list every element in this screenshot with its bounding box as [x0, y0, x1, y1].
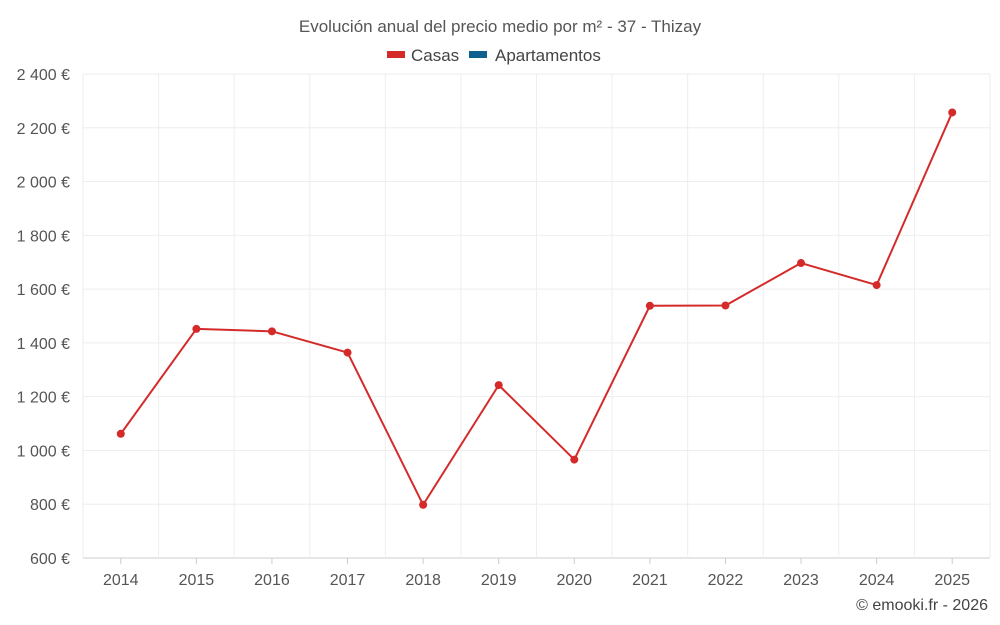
data-point[interactable]	[267, 327, 276, 336]
x-tick-label: 2021	[632, 572, 668, 589]
data-point[interactable]	[948, 108, 957, 117]
data-point[interactable]	[797, 259, 806, 268]
y-tick-label: 2 400 €	[17, 67, 70, 84]
chart-title: Evolución anual del precio medio por m² …	[299, 17, 702, 36]
data-point[interactable]	[645, 301, 654, 310]
legend-swatch-casas	[387, 51, 405, 58]
x-tick-label: 2016	[254, 572, 290, 589]
data-point[interactable]	[343, 348, 352, 357]
gridlines	[82, 73, 991, 559]
data-point[interactable]	[872, 281, 881, 290]
y-tick-label: 1 600 €	[17, 282, 70, 299]
y-tick-label: 2 200 €	[17, 121, 70, 138]
y-tick-label: 1 800 €	[17, 228, 70, 245]
legend-swatch-apartamentos	[469, 51, 487, 58]
x-tick-label: 2025	[934, 572, 970, 589]
x-tick-label: 2019	[481, 572, 517, 589]
data-point[interactable]	[419, 500, 428, 509]
x-tick-label: 2024	[859, 572, 895, 589]
data-point[interactable]	[494, 381, 503, 390]
data-point[interactable]	[721, 301, 730, 310]
y-axis: 600 € 800 € 1 000 € 1 200 € 1 400 € 1 600 € 1 …	[17, 67, 70, 568]
data-point[interactable]	[192, 324, 201, 333]
x-tick-label: 2017	[330, 572, 366, 589]
credit-text: © emooki.fr - 2026	[856, 597, 988, 614]
x-axis: 2014 2015 2016 2017 2018 2019 2020 2021 2022 2023…	[103, 558, 970, 589]
legend-item-casas[interactable]: Casas	[387, 46, 459, 65]
legend-label-casas: Casas	[411, 46, 459, 65]
data-point[interactable]	[570, 455, 579, 464]
y-tick-label: 800 €	[30, 497, 70, 514]
x-tick-label: 2015	[179, 572, 215, 589]
y-tick-label: 1 400 €	[17, 336, 70, 353]
y-tick-label: 600 €	[30, 551, 70, 568]
x-tick-label: 2018	[405, 572, 441, 589]
x-tick-label: 2022	[708, 572, 744, 589]
y-tick-label: 2 000 €	[17, 175, 70, 192]
x-tick-label: 2023	[783, 572, 819, 589]
data-point[interactable]	[116, 429, 125, 438]
legend-label-apartamentos: Apartamentos	[495, 46, 601, 65]
y-tick-label: 1 000 €	[17, 443, 70, 460]
series-casas	[116, 108, 957, 509]
y-tick-label: 1 200 €	[17, 390, 70, 407]
x-tick-label: 2014	[103, 572, 139, 589]
legend: Casas Apartamentos	[387, 46, 601, 65]
series-line	[119, 112, 954, 506]
x-tick-label: 2020	[556, 572, 592, 589]
legend-item-apartamentos[interactable]: Apartamentos	[469, 46, 601, 65]
